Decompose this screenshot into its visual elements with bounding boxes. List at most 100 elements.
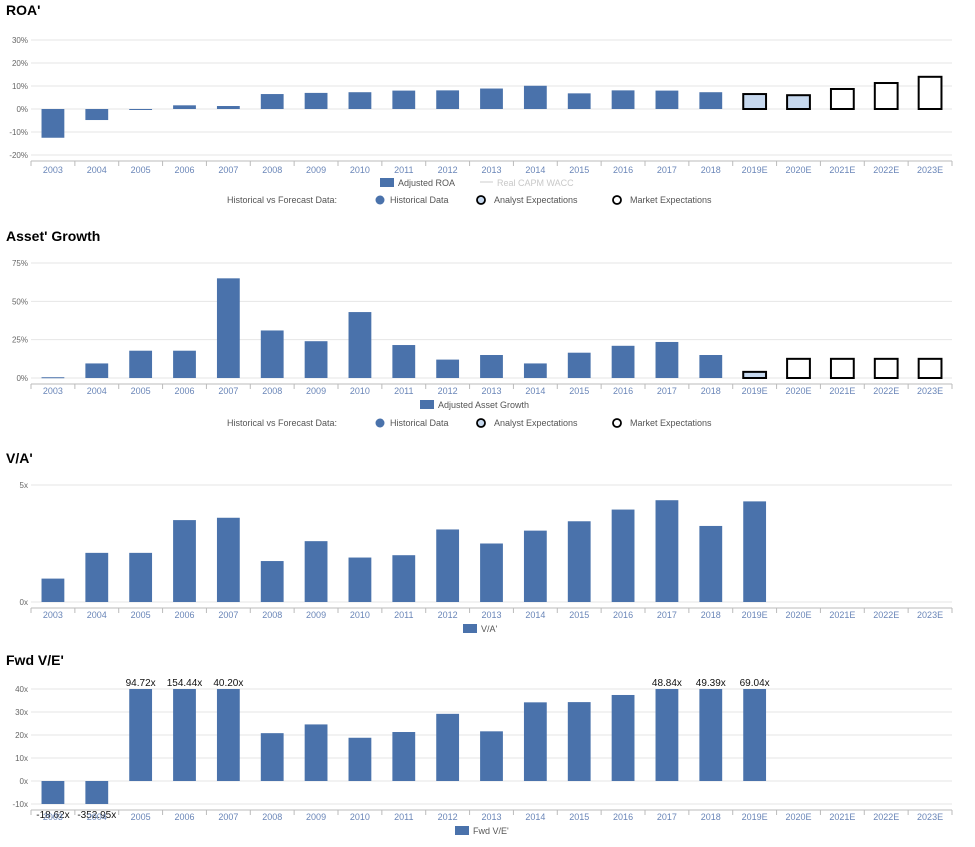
roa-y-tick-label: 30% — [12, 36, 28, 45]
asset-growth-market-bar — [917, 357, 943, 379]
fwd-ve-category-label: 2009 — [306, 812, 326, 822]
fwd-ve-category-label: 2012 — [438, 812, 458, 822]
asset-growth-market-legend-label: Market Expectations — [630, 418, 712, 428]
asset-growth-bar — [173, 350, 196, 378]
roa-category-label: 2009 — [306, 165, 326, 175]
roa-y-tick-label: 0% — [16, 105, 28, 114]
asset-growth-category-label: 2015 — [569, 386, 589, 396]
asset-growth-legend-swatch — [420, 400, 434, 409]
roa-category-label: 2003 — [43, 165, 63, 175]
asset-growth-category-label: 2020E — [785, 386, 811, 396]
asset-growth-bar — [392, 345, 416, 378]
roa-historical-legend-label: Historical Data — [390, 195, 449, 205]
va-category-label: 2018 — [701, 610, 721, 620]
asset-growth-legend-label: Adjusted Asset Growth — [438, 400, 529, 410]
fwd-ve-y-tick-label: 40x — [15, 685, 28, 694]
asset-growth-analyst-bar — [742, 370, 768, 380]
roa-category-label: 2021E — [829, 165, 855, 175]
asset-growth-market-bar — [873, 357, 899, 379]
fwd-ve-chart-svg: -10x 0x 10x 20x 30x 40x -18.62x -352.95x 94.72x 1… — [12, 678, 953, 836]
roa-market-bar — [873, 82, 899, 111]
asset-growth-bar — [85, 363, 109, 378]
va-category-label: 2009 — [306, 610, 326, 620]
va-category-label: 2006 — [174, 610, 194, 620]
roa-category-label: 2023E — [917, 165, 943, 175]
va-category-label: 2023E — [917, 610, 943, 620]
fwd-ve-bar — [348, 737, 372, 781]
roa-bar — [655, 90, 679, 109]
roa-y-tick-label: -10% — [9, 128, 28, 137]
asset-growth-category-label: 2019E — [742, 386, 768, 396]
fwd-ve-category-label: 2015 — [569, 812, 589, 822]
va-chart-svg: 0x 5x 2003 2004 2005 2006 2007 2008 2009 2010 2011… — [20, 481, 953, 634]
va-category-label: 2021E — [829, 610, 855, 620]
fwd-ve-y-tick-label: 10x — [15, 754, 28, 763]
asset-growth-y-tick-label: 75% — [12, 259, 28, 268]
roa-category-label: 2017 — [657, 165, 677, 175]
va-category-label: 2010 — [350, 610, 370, 620]
fwd-ve-data-label: -352.95x — [77, 810, 116, 821]
asset-growth-bar — [655, 341, 679, 378]
va-category-label: 2007 — [218, 610, 238, 620]
va-category-label: 2022E — [873, 610, 899, 620]
asset-growth-bar — [41, 377, 65, 379]
va-bar — [129, 552, 153, 602]
fwd-ve-category-label: 2013 — [481, 812, 501, 822]
fwd-ve-category-label: 2023E — [917, 812, 943, 822]
roa-chart-panel: ROA' -20% -10% 0% 10% 20% 30% 2003 2004 2005 2006… — [0, 0, 975, 215]
fwd-ve-bar — [173, 689, 196, 781]
asset-growth-historical-legend-label: Historical Data — [390, 418, 449, 428]
asset-growth-y-tick-label: 50% — [12, 297, 28, 306]
fwd-ve-bar — [743, 689, 767, 781]
asset-growth-analyst-legend-marker — [476, 418, 486, 428]
fwd-ve-y-tick-label: 20x — [15, 731, 28, 740]
fwd-ve-category-label: 2022E — [873, 812, 899, 822]
asset-growth-bar — [304, 341, 328, 378]
fwd-ve-data-label: 94.72x — [126, 678, 156, 689]
va-bar — [699, 525, 723, 602]
asset-growth-category-label: 2006 — [174, 386, 194, 396]
va-bar — [655, 500, 679, 602]
fwd-ve-y-tick-label: -10x — [12, 800, 28, 809]
va-bar — [392, 555, 416, 602]
va-bar — [611, 509, 635, 602]
asset-growth-category-label: 2007 — [218, 386, 238, 396]
fwd-ve-category-label: 2005 — [131, 812, 151, 822]
roa-category-label: 2020E — [785, 165, 811, 175]
roa-bar — [611, 90, 635, 109]
asset-growth-bar — [699, 355, 723, 378]
va-chart-title: V/A' — [6, 450, 33, 466]
roa-bar — [436, 90, 460, 109]
roa-bar — [480, 88, 503, 109]
roa-bar — [85, 109, 109, 121]
asset-growth-bar — [129, 350, 153, 378]
roa-bar — [523, 85, 547, 109]
fwd-ve-category-label: 2016 — [613, 812, 633, 822]
roa-bar — [567, 93, 591, 109]
va-category-label: 2015 — [569, 610, 589, 620]
va-category-label: 2011 — [394, 610, 413, 620]
roa-category-label: 2019E — [742, 165, 768, 175]
roa-analyst-legend-label: Analyst Expectations — [494, 195, 578, 205]
roa-category-label: 2012 — [438, 165, 458, 175]
va-category-label: 2004 — [87, 610, 107, 620]
roa-chart-svg: -20% -10% 0% 10% 20% 30% 2003 2004 2005 2006 2007 2… — [9, 36, 953, 205]
asset-growth-category-label: 2008 — [262, 386, 282, 396]
asset-growth-bar — [480, 355, 503, 378]
va-y-tick-label: 0x — [20, 598, 28, 607]
asset-growth-market-bar — [829, 357, 855, 379]
asset-growth-category-label: 2009 — [306, 386, 326, 396]
fwd-ve-bar — [655, 689, 679, 781]
roa-category-label: 2011 — [394, 165, 413, 175]
fwd-ve-bar — [260, 733, 284, 781]
roa-market-bar — [917, 75, 943, 111]
fwd-ve-category-label: 2018 — [701, 812, 721, 822]
asset-growth-y-tick-label: 25% — [12, 336, 28, 345]
fwd-ve-y-tick-label: 0x — [20, 777, 28, 786]
fwd-ve-data-label: -18.62x — [36, 810, 69, 821]
fwd-ve-bar — [129, 689, 153, 781]
asset-growth-category-label: 2018 — [701, 386, 721, 396]
asset-growth-category-label: 2004 — [87, 386, 107, 396]
roa-bar — [392, 90, 416, 109]
roa-bar — [699, 92, 723, 109]
